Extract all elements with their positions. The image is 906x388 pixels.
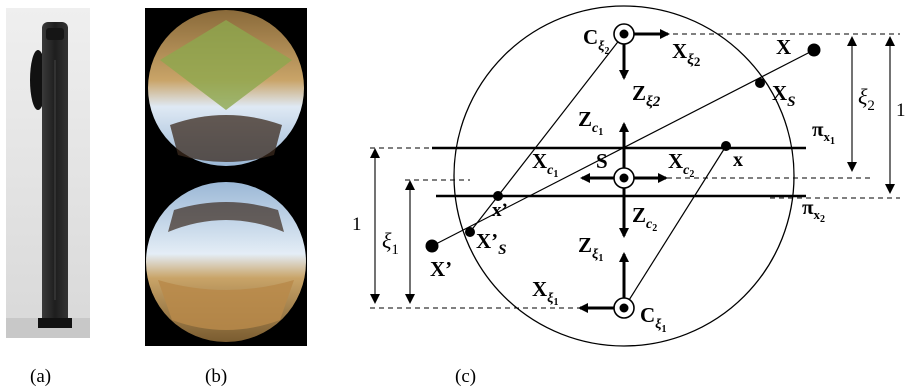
label-one-right: 1 <box>896 100 906 121</box>
label-xi1: ξ1 <box>382 228 399 258</box>
label-x-xi2: Xξ2 <box>672 39 700 69</box>
label-x-small: x <box>733 149 743 171</box>
caption-c: (c) <box>455 366 476 387</box>
label-z-c1: Zc1 <box>578 107 603 138</box>
caption-b: (b) <box>205 366 227 387</box>
diagram-labels: Cξ2 Xξ2 Zξ2 Zc1 Xc1 S Xc2 x X XS πx1 πx2… <box>352 25 906 335</box>
label-c-xi1: Cξ1 <box>640 303 666 335</box>
caption-a: (a) <box>30 366 51 387</box>
label-pi-x1: πx1 <box>812 117 835 147</box>
label-x-big-prime: X’ <box>430 257 452 281</box>
diagram-c <box>370 5 900 347</box>
label-z-xi2: Zξ2 <box>632 81 661 110</box>
dashed-guides <box>370 33 900 309</box>
photo-b-fisheye <box>145 8 307 346</box>
unit-sphere <box>453 5 795 347</box>
label-x-c1: Xc1 <box>532 149 558 180</box>
label-x-xi1: Xξ1 <box>532 277 558 308</box>
dimension-arrows <box>370 36 895 304</box>
label-one-left: 1 <box>352 214 362 235</box>
photo-a-camera <box>6 8 90 338</box>
label-x-s: XS <box>772 81 796 110</box>
label-x-big: X <box>776 35 791 59</box>
label-x-prime: x’ <box>492 200 508 221</box>
points <box>425 43 821 253</box>
label-x-c2: Xc2 <box>668 149 694 180</box>
label-z-c2: Zc2 <box>632 203 657 234</box>
captions: (a) (b) (c) <box>30 366 476 387</box>
label-c-xi2: Cξ2 <box>583 25 609 57</box>
label-xi2: ξ2 <box>858 84 875 114</box>
camera-centers <box>613 23 635 319</box>
label-s: S <box>596 149 608 173</box>
label-x-prime-s: X’S <box>476 229 507 258</box>
label-z-xi1: Zξ1 <box>578 233 603 264</box>
label-pi-x2: πx2 <box>802 195 825 225</box>
